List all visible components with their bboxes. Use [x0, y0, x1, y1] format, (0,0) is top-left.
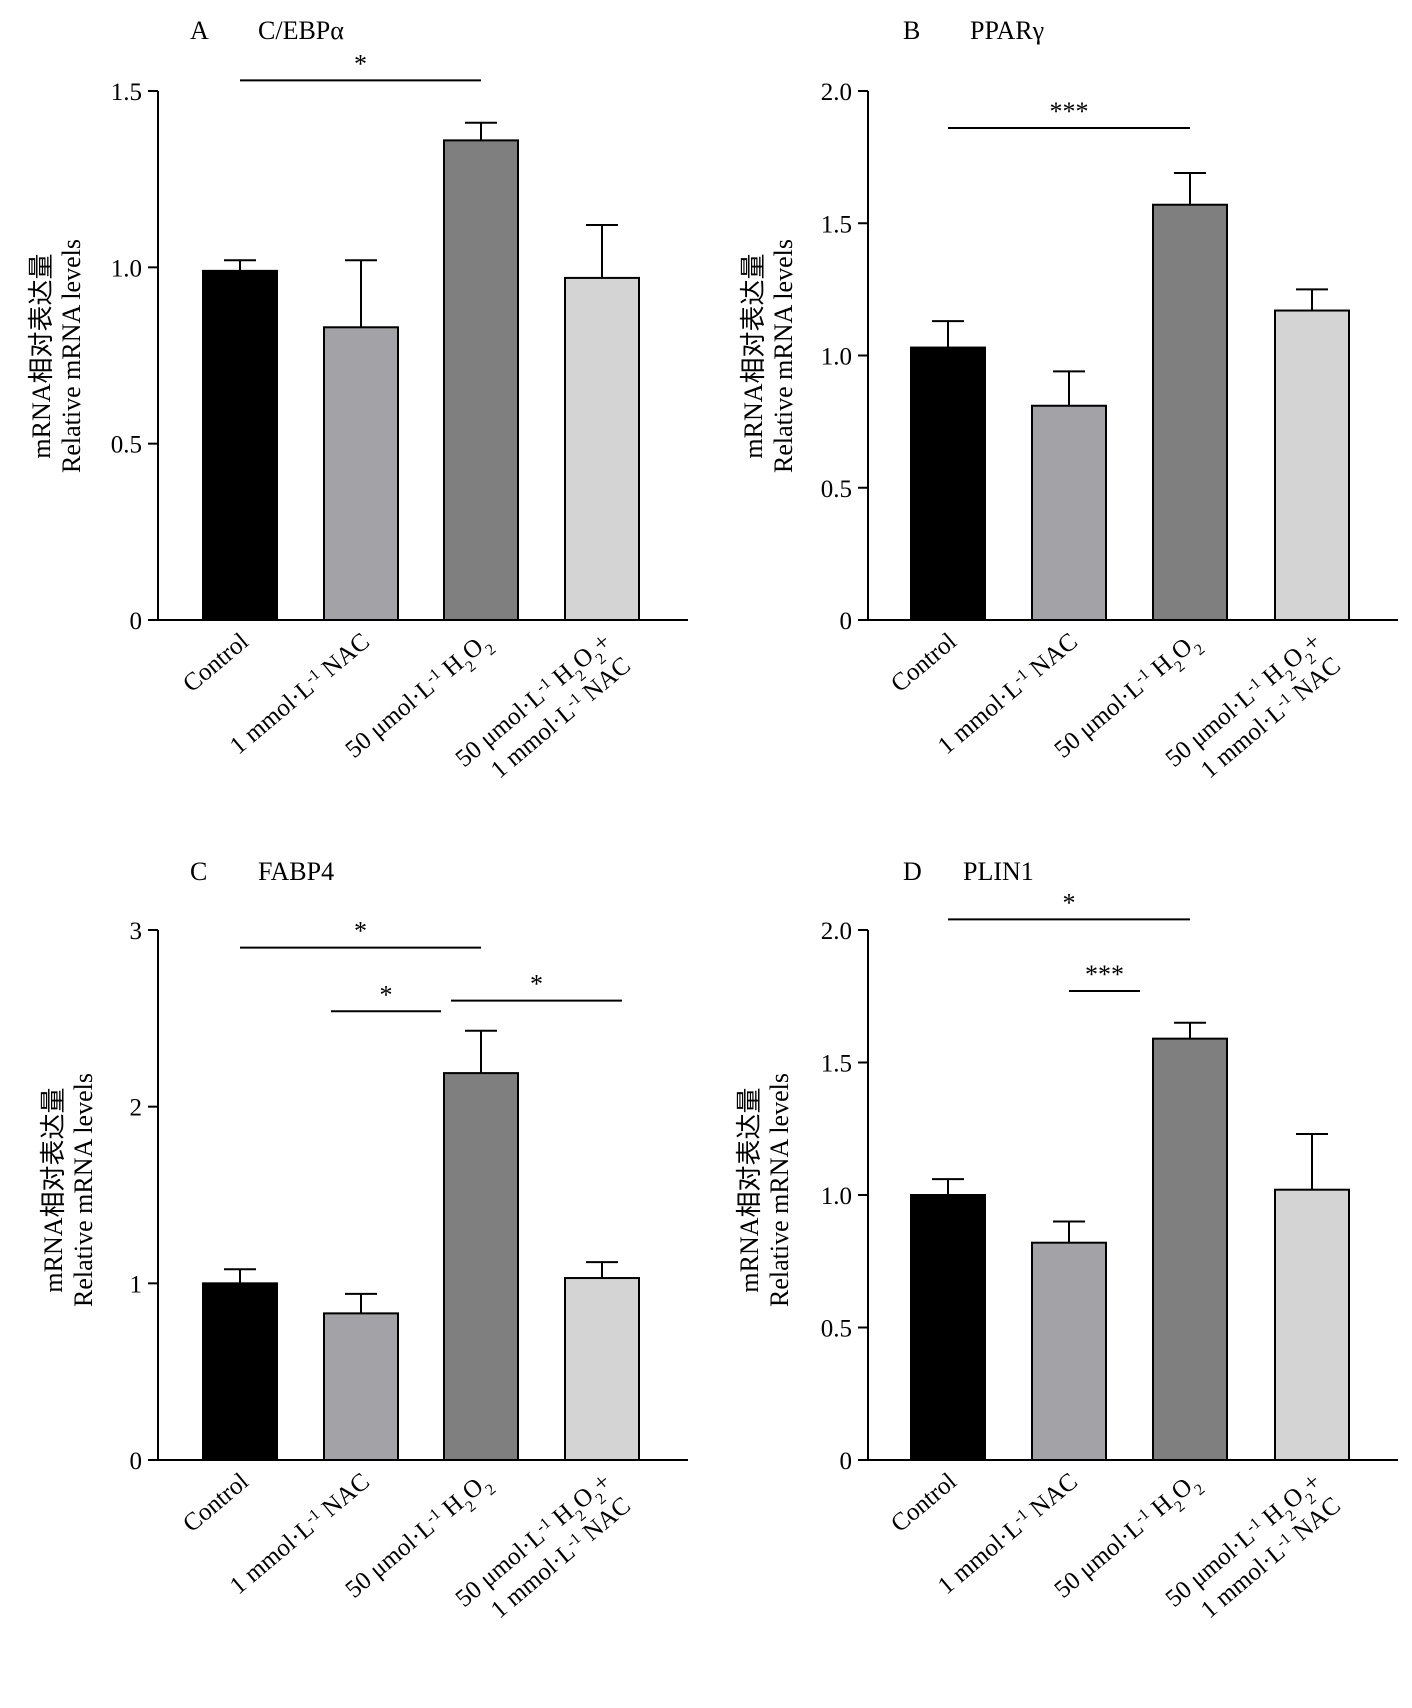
chart-panel-A: A C/EBPα 0 0.5 1.0 1.5 mRNA相对表达量 Relative mRNA … [27, 16, 688, 784]
y-tick-label: 0 [130, 608, 143, 635]
y-tick-label: 1 [130, 1271, 143, 1298]
y-tick-label: 1.0 [111, 255, 142, 282]
y-tick-label: 0 [840, 1448, 853, 1475]
panel-letter: B [903, 16, 920, 45]
x-tick-label: Control [886, 628, 962, 698]
y-tick-label: 2.0 [821, 918, 852, 945]
significance-label: *** [1050, 97, 1089, 126]
significance-label: * [354, 917, 367, 946]
bar [202, 1282, 278, 1462]
chart-title: C/EBPα [258, 16, 344, 45]
significance-label: * [530, 970, 543, 999]
panel-letter: A [190, 16, 209, 45]
y-tick-label: 1.5 [821, 1051, 852, 1078]
y-tick-label: 0.5 [821, 1316, 852, 1343]
y-axis-label-en: Relative mRNA levels [765, 1073, 794, 1307]
bar [1031, 1241, 1107, 1461]
significance-label: * [1063, 888, 1076, 917]
bar [323, 326, 399, 621]
y-tick-label: 0.5 [821, 476, 852, 503]
significance-label: * [354, 49, 367, 78]
y-tick-label: 0 [130, 1448, 143, 1475]
chart-panel-B: B PPARγ 0 0.5 1.0 1.5 2.0 mRNA相对表达量 Relative mRN… [739, 16, 1398, 784]
y-tick-label: 0 [840, 608, 853, 635]
bar [1274, 1188, 1350, 1461]
y-axis-label-cn: mRNA相对表达量 [735, 1087, 764, 1292]
chart-title: PLIN1 [963, 857, 1034, 886]
bar [1274, 309, 1350, 621]
y-tick-label: 1.5 [821, 211, 852, 238]
bar [564, 276, 640, 621]
bar [564, 1277, 640, 1461]
y-tick-label: 1.5 [111, 79, 142, 106]
y-tick-label: 0.5 [111, 432, 142, 459]
y-axis-label-en: Relative mRNA levels [769, 239, 798, 473]
panel-letter: C [190, 857, 207, 886]
y-axis-label-en: Relative mRNA levels [57, 239, 86, 473]
y-axis-label-cn: mRNA相对表达量 [39, 1087, 68, 1292]
x-tick-label: Control [886, 1468, 962, 1538]
significance-label: * [380, 980, 393, 1009]
chart-title: FABP4 [258, 857, 334, 886]
chart-title: PPARγ [970, 16, 1044, 45]
bar [323, 1312, 399, 1462]
y-tick-label: 1.0 [821, 344, 852, 371]
y-tick-label: 3 [130, 918, 143, 945]
x-tick-label: Control [178, 1468, 254, 1538]
x-tick-label: Control [178, 628, 254, 698]
chart-panel-D: D PLIN1 0 0.5 1.0 1.5 2.0 mRNA相对表达量 Relative mRN… [735, 857, 1398, 1624]
chart-panel-C: C FABP4 0 1 2 3 mRNA相对表达量 Relative mRNA levels C… [39, 857, 688, 1624]
y-tick-label: 2 [130, 1095, 143, 1122]
bar [1152, 1037, 1228, 1462]
bar [1031, 404, 1107, 621]
y-axis-label-cn: mRNA相对表达量 [739, 253, 768, 458]
bar [910, 346, 986, 621]
bar [910, 1194, 986, 1461]
significance-label: *** [1085, 960, 1124, 989]
y-axis-label-cn: mRNA相对表达量 [27, 253, 56, 458]
y-tick-label: 2.0 [821, 79, 852, 106]
bar [1152, 203, 1228, 622]
y-tick-label: 1.0 [821, 1183, 852, 1210]
panel-letter: D [903, 857, 922, 886]
y-axis-label-en: Relative mRNA levels [69, 1073, 98, 1307]
bar [443, 1072, 519, 1461]
bar [443, 139, 519, 622]
bar [202, 269, 278, 621]
